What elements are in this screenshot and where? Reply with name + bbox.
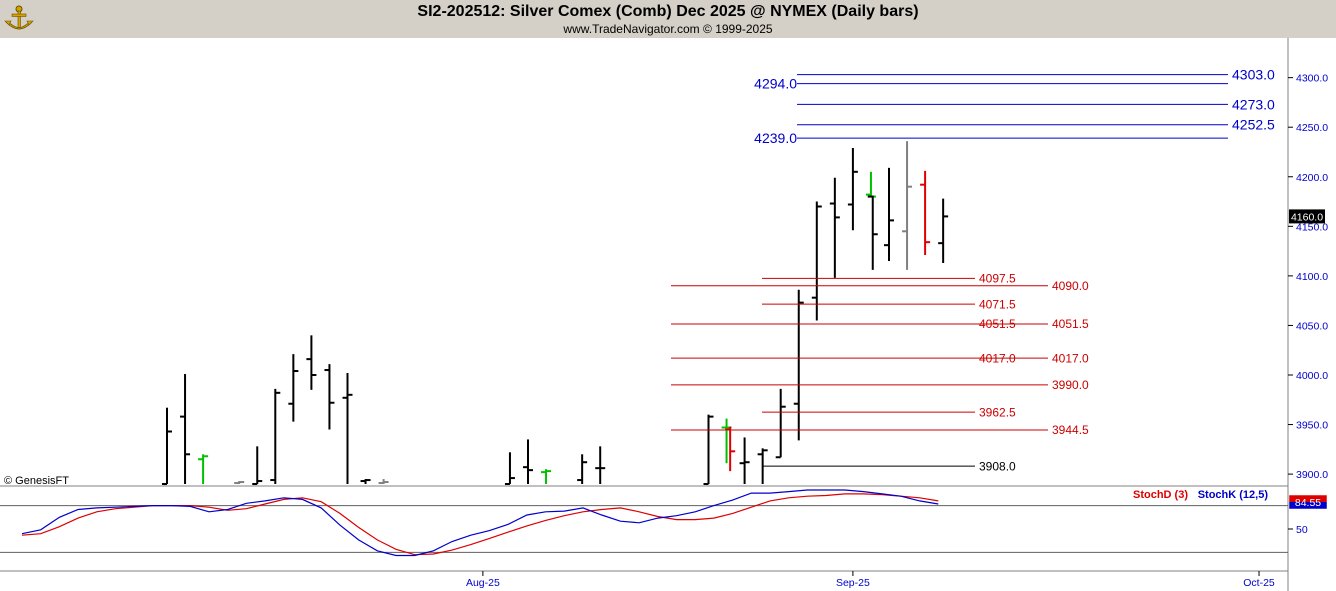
- price-tick-label: 4100.0: [1296, 271, 1328, 283]
- price-levels: 4303.0 4294.0 4273.0 4252.5 4239.0 4097.5 4090…: [671, 67, 1275, 473]
- price-axis-ticks: 3900.0 3950.0 4000.0 4050.0 4100.0 4150.0 4200…: [1288, 73, 1328, 481]
- ohlc-bar: [234, 481, 245, 485]
- level-label: 4239.0: [754, 130, 797, 146]
- ohlc-bar: [595, 446, 606, 485]
- ohlc-bar: [775, 388, 786, 459]
- ohlc-bar: [902, 141, 913, 270]
- stoch-lines: [21, 489, 939, 557]
- price-level: 3908.0: [762, 459, 1016, 473]
- level-label: 4017.0: [979, 351, 1016, 365]
- trade-navigator-logo-icon[interactable]: [3, 3, 35, 35]
- ohlc-bar: [541, 469, 552, 485]
- price-tick-label: 3900.0: [1296, 469, 1328, 481]
- price-level: 4051.5 4051.5: [671, 317, 1089, 331]
- ohlc-bar: [577, 454, 588, 485]
- price-tick-label: 4250.0: [1296, 122, 1328, 134]
- level-label: 3908.0: [979, 459, 1016, 473]
- title-bar: SI2-202512: Silver Comex (Comb) Dec 2025…: [0, 0, 1336, 38]
- ohlc-bar: [884, 167, 894, 262]
- level-label: 4071.5: [979, 297, 1016, 311]
- ohlc-bar: [793, 289, 804, 441]
- genesis-watermark: © GenesisFT: [4, 475, 69, 487]
- level-label: 4090.0: [1052, 279, 1089, 293]
- ohlc-bar: [847, 148, 858, 231]
- last-price-badge: 4160.0: [1289, 209, 1325, 224]
- ohlc-bar: [198, 454, 209, 485]
- level-label: 4252.5: [1232, 117, 1275, 133]
- chart-title: SI2-202512: Silver Comex (Comb) Dec 2025…: [417, 3, 919, 20]
- ohlc-bar: [829, 177, 840, 278]
- legend-stoch-d: StochD (3): [1133, 489, 1188, 501]
- ohlc-bar: [324, 364, 335, 430]
- last-price-label: 4160.0: [1291, 211, 1323, 223]
- ohlc-bar: [703, 414, 714, 486]
- ohlc-bar: [252, 446, 263, 486]
- level-label: 3990.0: [1052, 378, 1089, 392]
- price-level: 3990.0: [671, 378, 1089, 392]
- price-bars: [162, 141, 949, 486]
- price-level: 4090.0: [671, 279, 1089, 293]
- ohlc-bar: [920, 170, 931, 256]
- ohlc-bar: [523, 439, 533, 485]
- level-label: 3944.5: [1052, 423, 1089, 437]
- price-level: 4097.5: [762, 272, 1016, 286]
- stoch-reference-lines: [0, 505, 1288, 553]
- level-label: 4294.0: [754, 75, 797, 91]
- stoch-value-badge: 84.55: [1288, 494, 1328, 510]
- level-label: 4303.0: [1232, 67, 1275, 83]
- time-tick-label: Aug-25: [466, 577, 500, 589]
- chart-area[interactable]: 4303.0 4294.0 4273.0 4252.5 4239.0 4097.5 4090…: [0, 38, 1336, 591]
- ohlc-bar: [504, 452, 515, 486]
- stoch-last-value: 84.55: [1295, 497, 1321, 509]
- stoch-tick-label: 50: [1296, 524, 1308, 536]
- price-tick-label: 4200.0: [1296, 172, 1328, 184]
- time-axis: Aug-25 Sep-25 Oct-25: [466, 571, 1275, 589]
- ohlc-bar: [270, 388, 281, 485]
- price-tick-label: 4050.0: [1296, 320, 1328, 332]
- price-level: 4239.0: [754, 130, 1228, 146]
- ohlc-bar: [180, 374, 191, 485]
- legend-stoch-k: StochK (12,5): [1198, 489, 1269, 501]
- level-label: 4051.5: [1052, 317, 1089, 331]
- ohlc-bar: [360, 479, 371, 485]
- level-label: 4097.5: [979, 272, 1016, 286]
- price-tick-label: 4150.0: [1296, 221, 1328, 233]
- time-tick-label: Oct-25: [1243, 577, 1275, 589]
- price-level: 4017.0 4017.0: [671, 351, 1089, 365]
- price-tick-label: 4000.0: [1296, 370, 1328, 382]
- level-label: 4017.0: [1052, 351, 1089, 365]
- stoch-axis-ticks: 50: [1288, 524, 1308, 536]
- price-level: 3944.5: [671, 423, 1089, 437]
- price-level: 4273.0: [797, 96, 1275, 112]
- price-tick-label: 4300.0: [1296, 73, 1328, 85]
- price-tick-label: 3950.0: [1296, 420, 1328, 432]
- ohlc-bar: [867, 195, 878, 270]
- ohlc-bar: [342, 373, 353, 485]
- level-label: 3962.5: [979, 405, 1016, 419]
- stoch-series-line: [21, 489, 939, 557]
- ohlc-bar: [288, 354, 299, 422]
- ohlc-bar: [306, 335, 317, 390]
- ohlc-bar: [162, 407, 172, 486]
- price-level: 3962.5: [762, 405, 1016, 419]
- level-label: 4051.5: [979, 317, 1016, 331]
- price-level: 4294.0: [754, 75, 1228, 91]
- time-tick-label: Sep-25: [836, 577, 870, 589]
- ohlc-bar: [739, 437, 750, 485]
- ohlc-bar: [938, 198, 949, 263]
- price-level: 4252.5: [797, 117, 1275, 133]
- ohlc-bar: [811, 201, 822, 321]
- price-level: 4071.5: [762, 297, 1016, 311]
- price-level: 4303.0: [797, 67, 1275, 83]
- ohlc-bar: [378, 479, 389, 485]
- level-label: 4273.0: [1232, 96, 1275, 112]
- chart-subtitle: www.TradeNavigator.com © 1999-2025: [563, 22, 773, 36]
